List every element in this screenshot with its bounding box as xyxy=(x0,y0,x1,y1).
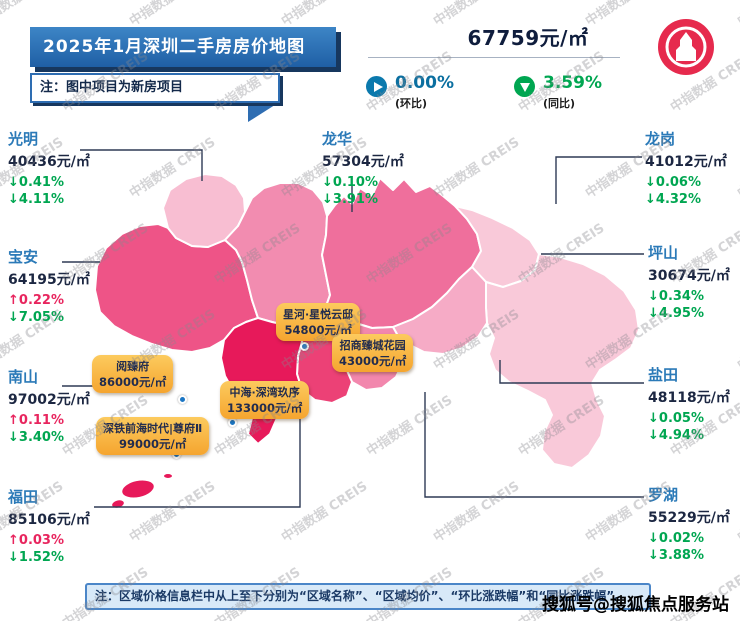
page-title: 2025年1月深圳二手房房价地图 xyxy=(30,27,336,67)
project-label-zhaoshang: 招商臻城花园 43000元/㎡ xyxy=(332,334,414,372)
district-luohu: 罗湖 55229元/㎡ ↓0.02% ↓3.88% xyxy=(648,484,740,565)
district-yoy: ↓3.40% xyxy=(8,430,64,445)
project-price: 133000元/㎡ xyxy=(227,401,303,415)
map-island-tiny xyxy=(162,472,174,480)
district-price: 97002元/㎡ xyxy=(8,392,90,408)
district-mom: ↑0.03% xyxy=(8,533,64,548)
district-price: 48118元/㎡ xyxy=(648,390,730,406)
district-yoy: ↓3.91% xyxy=(322,192,378,207)
connector-line-luohu xyxy=(424,392,644,498)
district-yantian: 盐田 48118元/㎡ ↓0.05% ↓4.94% xyxy=(648,364,740,445)
district-mom: ↓0.41% xyxy=(8,175,64,190)
connector-line-yantian xyxy=(499,360,644,384)
district-yoy: ↓4.11% xyxy=(8,192,64,207)
title-note: 注：图中项目为新房项目 xyxy=(30,73,280,103)
district-mom: ↓0.05% xyxy=(648,411,704,426)
district-yoy: ↓3.88% xyxy=(648,548,704,563)
district-name: 福田 xyxy=(8,488,39,506)
district-yoy: ↓4.94% xyxy=(648,428,704,443)
district-name: 南山 xyxy=(8,368,39,386)
district-name: 龙岗 xyxy=(645,130,676,148)
district-futian: 福田 85106元/㎡ ↑0.03% ↓1.52% xyxy=(8,486,100,567)
district-name: 盐田 xyxy=(648,366,679,384)
connector-line-guangming xyxy=(80,149,203,181)
district-name: 光明 xyxy=(8,130,39,148)
map-marker-dot xyxy=(300,342,309,351)
district-yoy: ↓7.05% xyxy=(8,310,64,325)
district-price: 64195元/㎡ xyxy=(8,272,90,288)
map-region-yantian xyxy=(392,266,488,355)
mom-label: (环比) xyxy=(395,96,428,110)
district-longgang: 龙岗 41012元/㎡ ↓0.06% ↓4.32% xyxy=(645,128,737,209)
project-label-yuezhenfu: 阅臻府 86000元/㎡ xyxy=(92,355,174,393)
project-price: 86000元/㎡ xyxy=(99,375,167,389)
down-arrow-icon xyxy=(514,76,535,97)
district-name: 坪山 xyxy=(648,244,679,262)
project-name: 星河·星悦云邸 xyxy=(283,308,354,321)
footer-note: 注：区域价格信息栏中从上至下分别为“区域名称”、“区域均价”、“环比涨跌幅”和“… xyxy=(85,583,651,610)
district-mom: ↓0.10% xyxy=(322,175,378,190)
district-price: 55229元/㎡ xyxy=(648,510,730,526)
map-island-large xyxy=(120,478,156,500)
district-name: 罗湖 xyxy=(648,486,679,504)
map-region-guangming xyxy=(162,173,246,248)
district-mom: ↑0.11% xyxy=(8,413,64,428)
district-longhua: 龙华 57304元/㎡ ↓0.10% ↓3.91% xyxy=(322,128,414,209)
project-price: 54800元/㎡ xyxy=(284,323,352,337)
project-name: 中海·深湾玖序 xyxy=(229,386,300,399)
banner-tail-shape xyxy=(248,103,278,122)
connector-line-futian xyxy=(94,401,301,508)
city-average-price: 67759元/㎡ xyxy=(467,26,589,50)
project-label-zhonghai: 中海·深湾玖序 133000元/㎡ xyxy=(220,381,310,419)
map-marker-dot xyxy=(228,418,237,427)
district-mom: ↓0.34% xyxy=(648,289,704,304)
district-price: 85106元/㎡ xyxy=(8,512,90,528)
district-nanshan: 南山 97002元/㎡ ↑0.11% ↓3.40% xyxy=(8,366,100,447)
zhongzhi-logo-icon xyxy=(658,19,714,75)
project-name: 招商臻城花园 xyxy=(339,339,406,352)
project-name: 阅臻府 xyxy=(116,360,150,373)
map-marker-dot xyxy=(178,395,187,404)
flat-play-icon xyxy=(366,76,387,97)
yoy-label: (同比) xyxy=(543,96,576,110)
yoy-stat: 3.59% (同比) xyxy=(514,74,602,111)
district-name: 龙华 xyxy=(322,130,353,148)
district-yoy: ↓4.32% xyxy=(645,192,701,207)
map-island-small xyxy=(110,498,126,510)
sohu-watermark-text: 搜狐号@搜狐焦点服务站 xyxy=(542,595,729,615)
district-name: 宝安 xyxy=(8,248,39,266)
project-label-xinghe: 星河·星悦云邸 54800元/㎡ xyxy=(276,303,361,341)
district-yoy: ↓1.52% xyxy=(8,550,64,565)
district-pingshan: 坪山 30674元/㎡ ↓0.34% ↓4.95% xyxy=(648,242,740,323)
district-price: 41012元/㎡ xyxy=(645,154,727,170)
yoy-value: 3.59% xyxy=(543,73,602,93)
project-price: 99000元/㎡ xyxy=(119,437,187,451)
map-region-dapeng xyxy=(485,253,640,469)
project-price: 43000元/㎡ xyxy=(339,354,407,368)
district-baoan: 宝安 64195元/㎡ ↑0.22% ↓7.05% xyxy=(8,246,100,327)
district-mom: ↓0.02% xyxy=(648,531,704,546)
district-guangming: 光明 40436元/㎡ ↓0.41% ↓4.11% xyxy=(8,128,100,209)
district-price: 40436元/㎡ xyxy=(8,154,90,170)
mom-value: 0.00% xyxy=(395,73,454,93)
mom-stat: 0.00% (环比) xyxy=(366,74,454,111)
district-price: 30674元/㎡ xyxy=(648,268,730,284)
district-yoy: ↓4.95% xyxy=(648,306,704,321)
project-label-shentie: 深铁前海时代|尊府Ⅱ 99000元/㎡ xyxy=(96,417,210,455)
divider-line xyxy=(368,57,620,58)
district-mom: ↓0.06% xyxy=(645,175,701,190)
district-mom: ↑0.22% xyxy=(8,293,64,308)
project-name: 深铁前海时代|尊府Ⅱ xyxy=(103,422,203,435)
connector-line-longgang xyxy=(555,156,642,204)
district-price: 57304元/㎡ xyxy=(322,154,404,170)
